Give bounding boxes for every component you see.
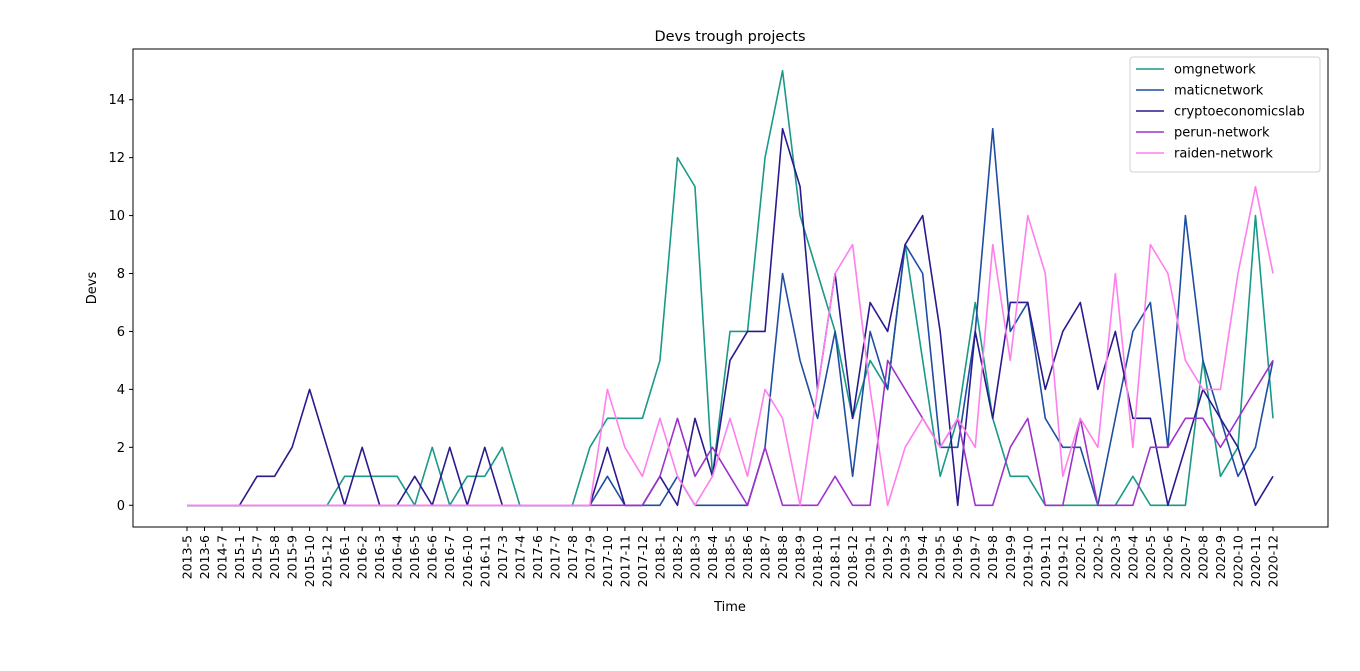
legend-label-perun-network: perun-network <box>1174 126 1270 141</box>
x-tick-label: 2015-8 <box>267 535 282 579</box>
x-tick-label: 2016-11 <box>477 535 492 587</box>
x-tick-label: 2018-9 <box>793 535 808 579</box>
x-axis: 2013-5 2013-6 2014-7 2015-1 2015-7 2015-8 2015… <box>180 527 1281 587</box>
x-tick-label: 2019-1 <box>863 535 878 579</box>
plot-lines <box>187 69 1274 507</box>
x-axis-label: Time <box>713 600 746 615</box>
x-tick-label: 2019-7 <box>968 535 983 579</box>
legend-label-raiden-network: raiden-network <box>1174 147 1273 162</box>
x-tick-label: 2015-12 <box>320 535 335 587</box>
series-line-cryptoeconomicslab <box>187 127 1274 507</box>
x-tick-label: 2018-6 <box>740 535 755 579</box>
chart-title: Devs trough projects <box>654 29 805 45</box>
x-tick-label: 2015-1 <box>232 535 247 579</box>
legend: omgnetwork maticnetwork cryptoeconomicslab… <box>1129 56 1321 173</box>
x-tick-label: 2018-10 <box>810 535 825 587</box>
x-tick-label: 2013-6 <box>197 535 212 579</box>
x-tick-label: 2016-4 <box>390 535 405 579</box>
x-tick-label: 2019-3 <box>898 535 913 579</box>
x-tick-label: 2019-12 <box>1055 535 1070 587</box>
x-tick-label: 2017-10 <box>600 535 615 587</box>
y-axis-label: Devs <box>85 272 100 305</box>
y-tick-label: 12 <box>108 151 125 166</box>
x-tick-label: 2016-6 <box>425 535 440 579</box>
x-tick-label: 2019-10 <box>1020 535 1035 587</box>
legend-label-maticnetwork: maticnetwork <box>1174 84 1264 99</box>
x-tick-label: 2020-11 <box>1248 535 1263 587</box>
x-tick-label: 2019-11 <box>1038 535 1053 587</box>
series-line-raiden-network <box>187 185 1274 507</box>
x-tick-label: 2018-7 <box>758 535 773 579</box>
x-tick-label: 2013-5 <box>180 535 195 579</box>
x-tick-label: 2018-2 <box>670 535 685 579</box>
x-tick-label: 2018-5 <box>723 535 738 579</box>
x-tick-label: 2015-10 <box>302 535 317 587</box>
x-tick-label: 2018-4 <box>705 535 720 579</box>
y-tick-label: 0 <box>117 499 125 514</box>
x-tick-label: 2020-8 <box>1195 535 1210 579</box>
x-tick-label: 2016-10 <box>460 535 475 587</box>
x-tick-label: 2020-2 <box>1090 535 1105 579</box>
y-tick-label: 4 <box>117 383 125 398</box>
x-tick-label: 2020-3 <box>1108 535 1123 579</box>
x-tick-label: 2019-9 <box>1003 535 1018 579</box>
legend-label-cryptoeconomicslab: cryptoeconomicslab <box>1174 105 1305 120</box>
x-tick-label: 2019-2 <box>880 535 895 579</box>
x-tick-label: 2020-10 <box>1230 535 1245 587</box>
x-tick-label: 2019-6 <box>950 535 965 579</box>
legend-box <box>1129 56 1321 173</box>
x-tick-label: 2017-7 <box>547 535 562 579</box>
x-tick-label: 2016-3 <box>372 535 387 579</box>
x-tick-label: 2019-4 <box>915 535 930 579</box>
x-tick-label: 2018-12 <box>845 535 860 587</box>
x-tick-label: 2019-5 <box>933 535 948 579</box>
x-tick-label: 2017-3 <box>495 535 510 579</box>
x-tick-label: 2015-9 <box>285 535 300 579</box>
y-tick-label: 14 <box>108 93 125 108</box>
y-tick-label: 10 <box>108 209 125 224</box>
x-tick-label: 2020-5 <box>1143 535 1158 579</box>
y-axis: 0 2 4 6 8 10 12 14 <box>108 93 133 514</box>
x-tick-label: 2016-5 <box>407 535 422 579</box>
x-tick-label: 2020-7 <box>1178 535 1193 579</box>
y-tick-label: 2 <box>117 441 125 456</box>
x-tick-label: 2020-9 <box>1213 535 1228 579</box>
x-tick-label: 2020-6 <box>1160 535 1175 579</box>
x-tick-label: 2018-1 <box>652 535 667 579</box>
x-tick-label: 2016-1 <box>337 535 352 579</box>
series-line-omgnetwork <box>187 69 1274 507</box>
x-tick-label: 2018-11 <box>828 535 843 587</box>
x-tick-label: 2019-8 <box>985 535 1000 579</box>
x-tick-label: 2018-3 <box>687 535 702 579</box>
x-tick-label: 2017-6 <box>530 535 545 579</box>
x-tick-label: 2020-4 <box>1125 535 1140 579</box>
x-tick-label: 2020-12 <box>1266 535 1281 587</box>
x-tick-label: 2017-4 <box>512 535 527 579</box>
x-tick-label: 2016-2 <box>355 535 370 579</box>
x-tick-label: 2017-8 <box>565 535 580 579</box>
y-tick-label: 6 <box>117 325 125 340</box>
x-tick-label: 2018-8 <box>775 535 790 579</box>
legend-label-omgnetwork: omgnetwork <box>1174 63 1256 78</box>
x-tick-label: 2015-7 <box>250 535 265 579</box>
x-tick-label: 2016-7 <box>442 535 457 579</box>
x-tick-label: 2014-7 <box>215 535 230 579</box>
x-tick-label: 2017-11 <box>617 535 632 587</box>
x-tick-label: 2017-9 <box>582 535 597 579</box>
x-tick-label: 2017-12 <box>635 535 650 587</box>
x-tick-label: 2020-1 <box>1073 535 1088 579</box>
y-tick-label: 8 <box>117 267 125 282</box>
